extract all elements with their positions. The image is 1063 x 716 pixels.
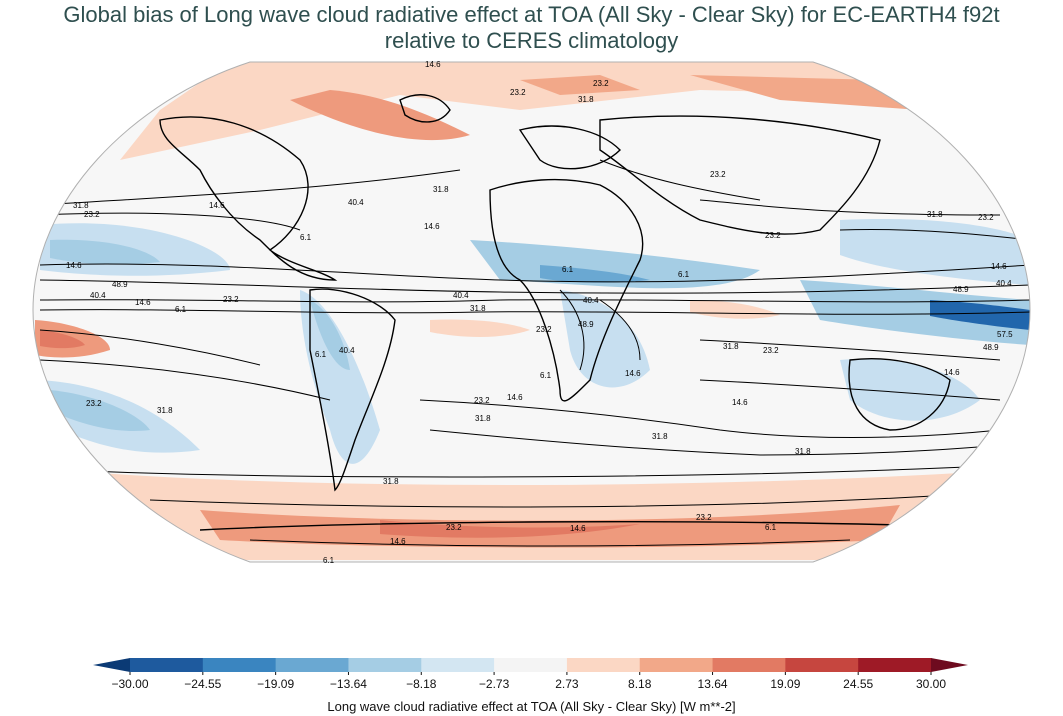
contour-label: 6.1 bbox=[678, 270, 690, 279]
contour-label: 31.8 bbox=[927, 210, 943, 219]
contour-label: 31.8 bbox=[383, 477, 399, 486]
contour-label: 23.2 bbox=[86, 399, 102, 408]
colorbar: −30.00 −24.55 −19.09 −13.64 −8.18 −2.73 2.73 8.… bbox=[93, 658, 968, 691]
contour-label: 23.2 bbox=[696, 513, 712, 522]
colorbar-tick-label: −30.00 bbox=[111, 677, 148, 691]
colorbar-tick-label: −2.73 bbox=[479, 677, 510, 691]
colorbar-cell bbox=[275, 658, 349, 672]
contour-label: 14.6 bbox=[66, 261, 82, 270]
contour-label: 31.8 bbox=[433, 185, 449, 194]
contour-label: 40.4 bbox=[583, 296, 599, 305]
contour-label: 6.1 bbox=[562, 265, 574, 274]
contour-label: 14.6 bbox=[732, 398, 748, 407]
contour-label: 31.8 bbox=[470, 304, 486, 313]
contour-label: 40.4 bbox=[348, 198, 364, 207]
contour-label: 23.2 bbox=[765, 231, 781, 240]
title-line-2: relative to CERES climatology bbox=[384, 28, 679, 53]
contour-label: 23.2 bbox=[510, 88, 526, 97]
coastlines bbox=[159, 94, 951, 531]
map-title: Global bias of Long wave cloud radiative… bbox=[0, 2, 1063, 54]
map-frame bbox=[32, 61, 1031, 563]
contour-label: 23.2 bbox=[710, 170, 726, 179]
contour-label: 23.2 bbox=[84, 210, 100, 219]
colorbar-cell bbox=[785, 658, 859, 672]
contour-label: 48.9 bbox=[983, 343, 999, 352]
contour-label-group: 14.6 23.2 31.8 23.2 31.8 40.4 14.6 23.2 … bbox=[66, 60, 1013, 565]
contour-label: 57.5 bbox=[997, 330, 1013, 339]
colorbar-cell bbox=[421, 658, 495, 672]
contour-label: 14.6 bbox=[390, 537, 406, 546]
contour-label: 14.6 bbox=[209, 201, 225, 210]
contour-label: 23.2 bbox=[978, 213, 994, 222]
contour-label: 48.9 bbox=[953, 285, 969, 294]
contour-label: 6.1 bbox=[315, 350, 327, 359]
contour-label: 14.6 bbox=[991, 262, 1007, 271]
contour-label: 23.2 bbox=[593, 79, 609, 88]
contour-label: 48.9 bbox=[578, 320, 594, 329]
colorbar-tick-label: −24.55 bbox=[184, 677, 221, 691]
contour-label: 31.8 bbox=[795, 447, 811, 456]
colorbar-extend-low bbox=[93, 658, 130, 672]
contour-label: 23.2 bbox=[223, 295, 239, 304]
colorbar-cell bbox=[202, 658, 277, 672]
contour-label: 31.8 bbox=[652, 432, 668, 441]
contour-label: 40.4 bbox=[996, 279, 1012, 288]
contour-label: 14.6 bbox=[424, 222, 440, 231]
contour-label: 23.2 bbox=[763, 346, 779, 355]
colorbar-tick-label: −8.18 bbox=[406, 677, 437, 691]
colorbar-tick-label: 13.64 bbox=[698, 677, 728, 691]
contour-lines bbox=[39, 159, 1030, 547]
colorbar-cell bbox=[494, 658, 568, 672]
contour-label: 14.6 bbox=[944, 368, 960, 377]
contour-label: 6.1 bbox=[765, 523, 777, 532]
contour-label: 14.6 bbox=[425, 60, 441, 69]
title-line-1: Global bias of Long wave cloud radiative… bbox=[63, 2, 1000, 27]
contour-label: 23.2 bbox=[536, 325, 552, 334]
contour-label: 6.1 bbox=[540, 371, 552, 380]
colorbar-tick-label: 19.09 bbox=[770, 677, 800, 691]
contour-label: 31.8 bbox=[157, 406, 173, 415]
bias-field bbox=[33, 62, 1030, 562]
contour-label: 31.8 bbox=[723, 342, 739, 351]
contour-label: 6.1 bbox=[323, 556, 335, 565]
colorbar-tick-label: 24.55 bbox=[843, 677, 873, 691]
colorbar-cell bbox=[639, 658, 714, 672]
contour-label: 14.6 bbox=[570, 524, 586, 533]
colorbar-tick-label: 2.73 bbox=[555, 677, 579, 691]
colorbar-tick-label: 30.00 bbox=[916, 677, 946, 691]
colorbar-cell bbox=[348, 658, 422, 672]
contour-label: 40.4 bbox=[339, 346, 355, 355]
contour-label: 48.9 bbox=[112, 280, 128, 289]
contour-label: 14.6 bbox=[507, 393, 523, 402]
contour-label: 40.4 bbox=[90, 291, 106, 300]
colorbar-extend-high bbox=[931, 658, 968, 672]
contour-label: 6.1 bbox=[175, 305, 187, 314]
contour-label: 14.6 bbox=[625, 369, 641, 378]
colorbar-cell bbox=[130, 658, 204, 672]
contour-label: 31.8 bbox=[475, 414, 491, 423]
colorbar-tick-label: 8.18 bbox=[628, 677, 652, 691]
contour-label: 6.1 bbox=[300, 233, 312, 242]
contour-label: 14.6 bbox=[135, 298, 151, 307]
contour-label: 23.2 bbox=[446, 523, 462, 532]
contour-label: 31.8 bbox=[73, 201, 89, 210]
colorbar-cell bbox=[566, 658, 641, 672]
contour-label: 23.2 bbox=[474, 396, 490, 405]
contour-label: 31.8 bbox=[578, 95, 594, 104]
colorbar-cell bbox=[858, 658, 932, 672]
contour-label: 40.4 bbox=[453, 291, 469, 300]
colorbar-cell bbox=[712, 658, 786, 672]
colorbar-label: Long wave cloud radiative effect at TOA … bbox=[327, 699, 736, 714]
colorbar-tick-label: −13.64 bbox=[330, 677, 367, 691]
colorbar-tick-label: −19.09 bbox=[257, 677, 294, 691]
